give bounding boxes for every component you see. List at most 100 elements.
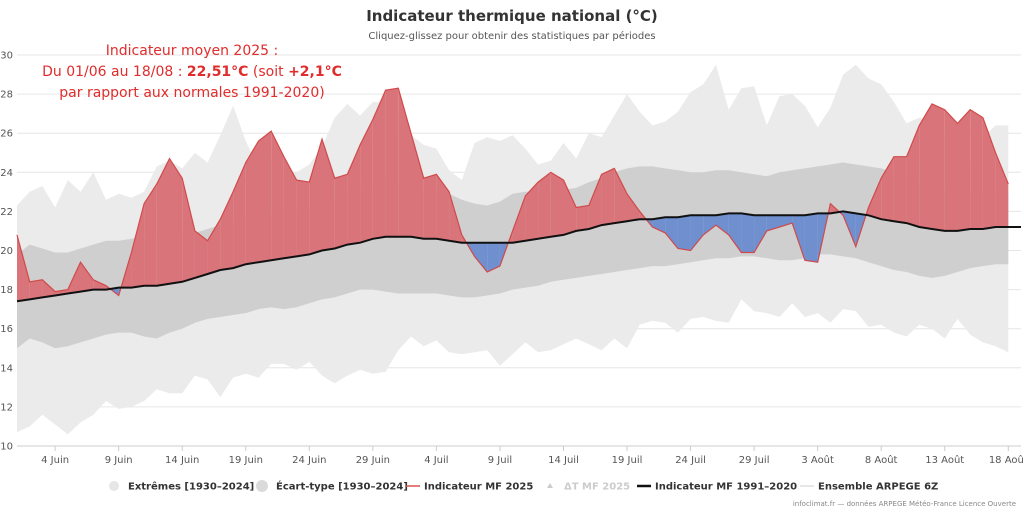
y-tick-14: 14 xyxy=(0,363,13,374)
legend-label-1[interactable]: Écart-type [1930–2024] xyxy=(276,480,408,493)
x-axis: 4 Juin 9 Juin 14 Juin 19 Juin 24 Juin 29 Juin… xyxy=(17,445,1024,466)
cold-anomaly-segment xyxy=(703,215,716,235)
warm-anomaly-segment xyxy=(411,133,424,239)
x-tick-label-10: 24 Juil xyxy=(675,455,706,466)
normal-1991-2020-line xyxy=(16,210,1021,303)
warm-anomaly-segment xyxy=(258,131,272,263)
bands xyxy=(17,64,1009,435)
warm-anomaly-segment xyxy=(614,168,627,224)
warm-anomaly-segment xyxy=(372,90,386,239)
warm-anomaly-segment xyxy=(525,182,539,241)
cold-anomaly-segment xyxy=(741,213,755,253)
warm-anomaly-segment xyxy=(588,174,602,229)
warm-anomaly-segment xyxy=(512,195,526,243)
legend-label-4[interactable]: Indicateur MF 1991–2020 xyxy=(655,482,797,493)
legend-label-2[interactable]: Indicateur MF 2025 xyxy=(424,482,533,493)
x-tick-label-1: 9 Juin xyxy=(105,455,133,466)
warm-anomaly-segment xyxy=(309,139,322,255)
y-tick-18: 18 xyxy=(0,285,13,296)
warm-anomaly-segment xyxy=(906,125,920,227)
warm-anomaly-segment xyxy=(233,162,246,269)
y-tick-26: 26 xyxy=(0,129,13,140)
y-tick-24: 24 xyxy=(0,168,13,179)
cold-anomaly-segment xyxy=(690,215,704,251)
annotation-line-3: par rapport aux normales 1991-2020) xyxy=(59,85,324,101)
warm-anomaly-segment xyxy=(423,174,437,239)
y-tick-30: 30 xyxy=(0,51,13,62)
annotation-line-1: Indicateur moyen 2025 : xyxy=(106,43,278,59)
cold-anomaly-segment xyxy=(652,217,666,233)
warm-anomaly-segment xyxy=(80,262,94,292)
cold-anomaly-segment xyxy=(487,242,500,272)
y-tick-10: 10 xyxy=(0,442,13,453)
warm-anomaly-segment xyxy=(868,178,882,220)
warm-anomaly-segment xyxy=(283,156,297,259)
warm-anomaly-segment xyxy=(893,156,907,224)
x-tick-label-7: 9 Juil xyxy=(488,455,512,466)
chart-title: Indicateur thermique national (°C) xyxy=(366,7,658,25)
anomaly-areas xyxy=(17,88,1009,302)
warm-anomaly-segment xyxy=(17,234,30,302)
x-tick-label-13: 8 Août xyxy=(865,454,898,466)
cold-anomaly-segment xyxy=(665,217,678,249)
warm-anomaly-segment xyxy=(436,174,450,241)
indicateur-2025-line xyxy=(16,87,1009,297)
warm-anomaly-segment xyxy=(563,180,577,235)
x-tick-label-0: 4 Juin xyxy=(41,455,69,466)
warm-anomaly-segment xyxy=(271,131,284,261)
x-tick-label-8: 14 Juil xyxy=(548,455,579,466)
legend-label-0[interactable]: Extrêmes [1930–2024] xyxy=(128,481,254,493)
cold-anomaly-segment xyxy=(677,215,691,251)
warm-anomaly-segment xyxy=(322,139,335,251)
warm-anomaly-segment xyxy=(169,158,183,284)
lines xyxy=(16,87,1021,303)
y-tick-22: 22 xyxy=(0,207,13,218)
annotation-value: 22,51°C xyxy=(187,64,249,80)
legend-symbol-3 xyxy=(547,483,553,488)
annotation-anomaly: +2,1°C xyxy=(288,64,342,80)
cold-anomaly-segment xyxy=(474,242,488,272)
warm-anomaly-segment xyxy=(601,168,615,226)
warm-anomaly-segment xyxy=(131,203,145,288)
warm-anomaly-segment xyxy=(970,109,983,229)
credits[interactable]: infoclimat.fr — données ARPEGE Météo-Fra… xyxy=(793,500,1016,508)
y-axis: 10 12 14 16 18 20 22 24 26 28 30 xyxy=(0,51,13,453)
y-tick-16: 16 xyxy=(0,324,13,335)
cold-anomaly-segment xyxy=(716,213,729,235)
warm-anomaly-segment xyxy=(398,88,411,237)
cold-anomaly-segment xyxy=(804,213,818,263)
annotation: Indicateur moyen 2025 : Du 01/06 au 18/0… xyxy=(42,43,342,101)
warm-anomaly-segment xyxy=(93,279,106,290)
warm-anomaly-segment xyxy=(194,230,208,278)
cold-anomaly-segment xyxy=(792,215,805,261)
warm-anomaly-segment xyxy=(576,205,589,231)
warm-anomaly-segment xyxy=(919,103,932,229)
cold-anomaly-segment xyxy=(754,215,767,253)
legend-label-5[interactable]: Ensemble ARPEGE 6Z xyxy=(818,482,938,493)
warm-anomaly-segment xyxy=(627,193,640,222)
x-tick-label-5: 29 Juin xyxy=(356,455,390,466)
warm-anomaly-segment xyxy=(385,88,399,237)
x-tick-label-3: 19 Juin xyxy=(229,455,263,466)
x-tick-label-2: 14 Juin xyxy=(165,455,199,466)
warm-anomaly-segment xyxy=(144,184,157,286)
annotation-prefix: Du 01/06 au 18/08 : xyxy=(42,64,187,80)
warm-anomaly-segment xyxy=(995,152,1009,227)
cold-anomaly-segment xyxy=(766,215,780,231)
x-tick-label-14: 13 Août xyxy=(925,454,964,466)
y-tick-20: 20 xyxy=(0,246,13,257)
warm-anomaly-segment xyxy=(182,178,195,282)
x-tick-label-15: 18 Août xyxy=(989,454,1024,466)
legend: Extrêmes [1930–2024] Écart-type [1930–202… xyxy=(109,480,938,493)
warm-anomaly-segment xyxy=(550,172,564,237)
stddev-band xyxy=(17,162,1009,349)
warm-anomaly-segment xyxy=(881,156,894,222)
legend-label-3[interactable]: ΔT MF 2025 xyxy=(564,482,630,493)
annotation-mid: (soit xyxy=(248,64,288,80)
warm-anomaly-segment xyxy=(360,119,373,243)
y-tick-28: 28 xyxy=(0,90,13,101)
warm-anomaly-segment xyxy=(932,103,945,231)
warm-anomaly-segment xyxy=(42,279,56,298)
x-tick-label-9: 19 Juil xyxy=(612,455,643,466)
